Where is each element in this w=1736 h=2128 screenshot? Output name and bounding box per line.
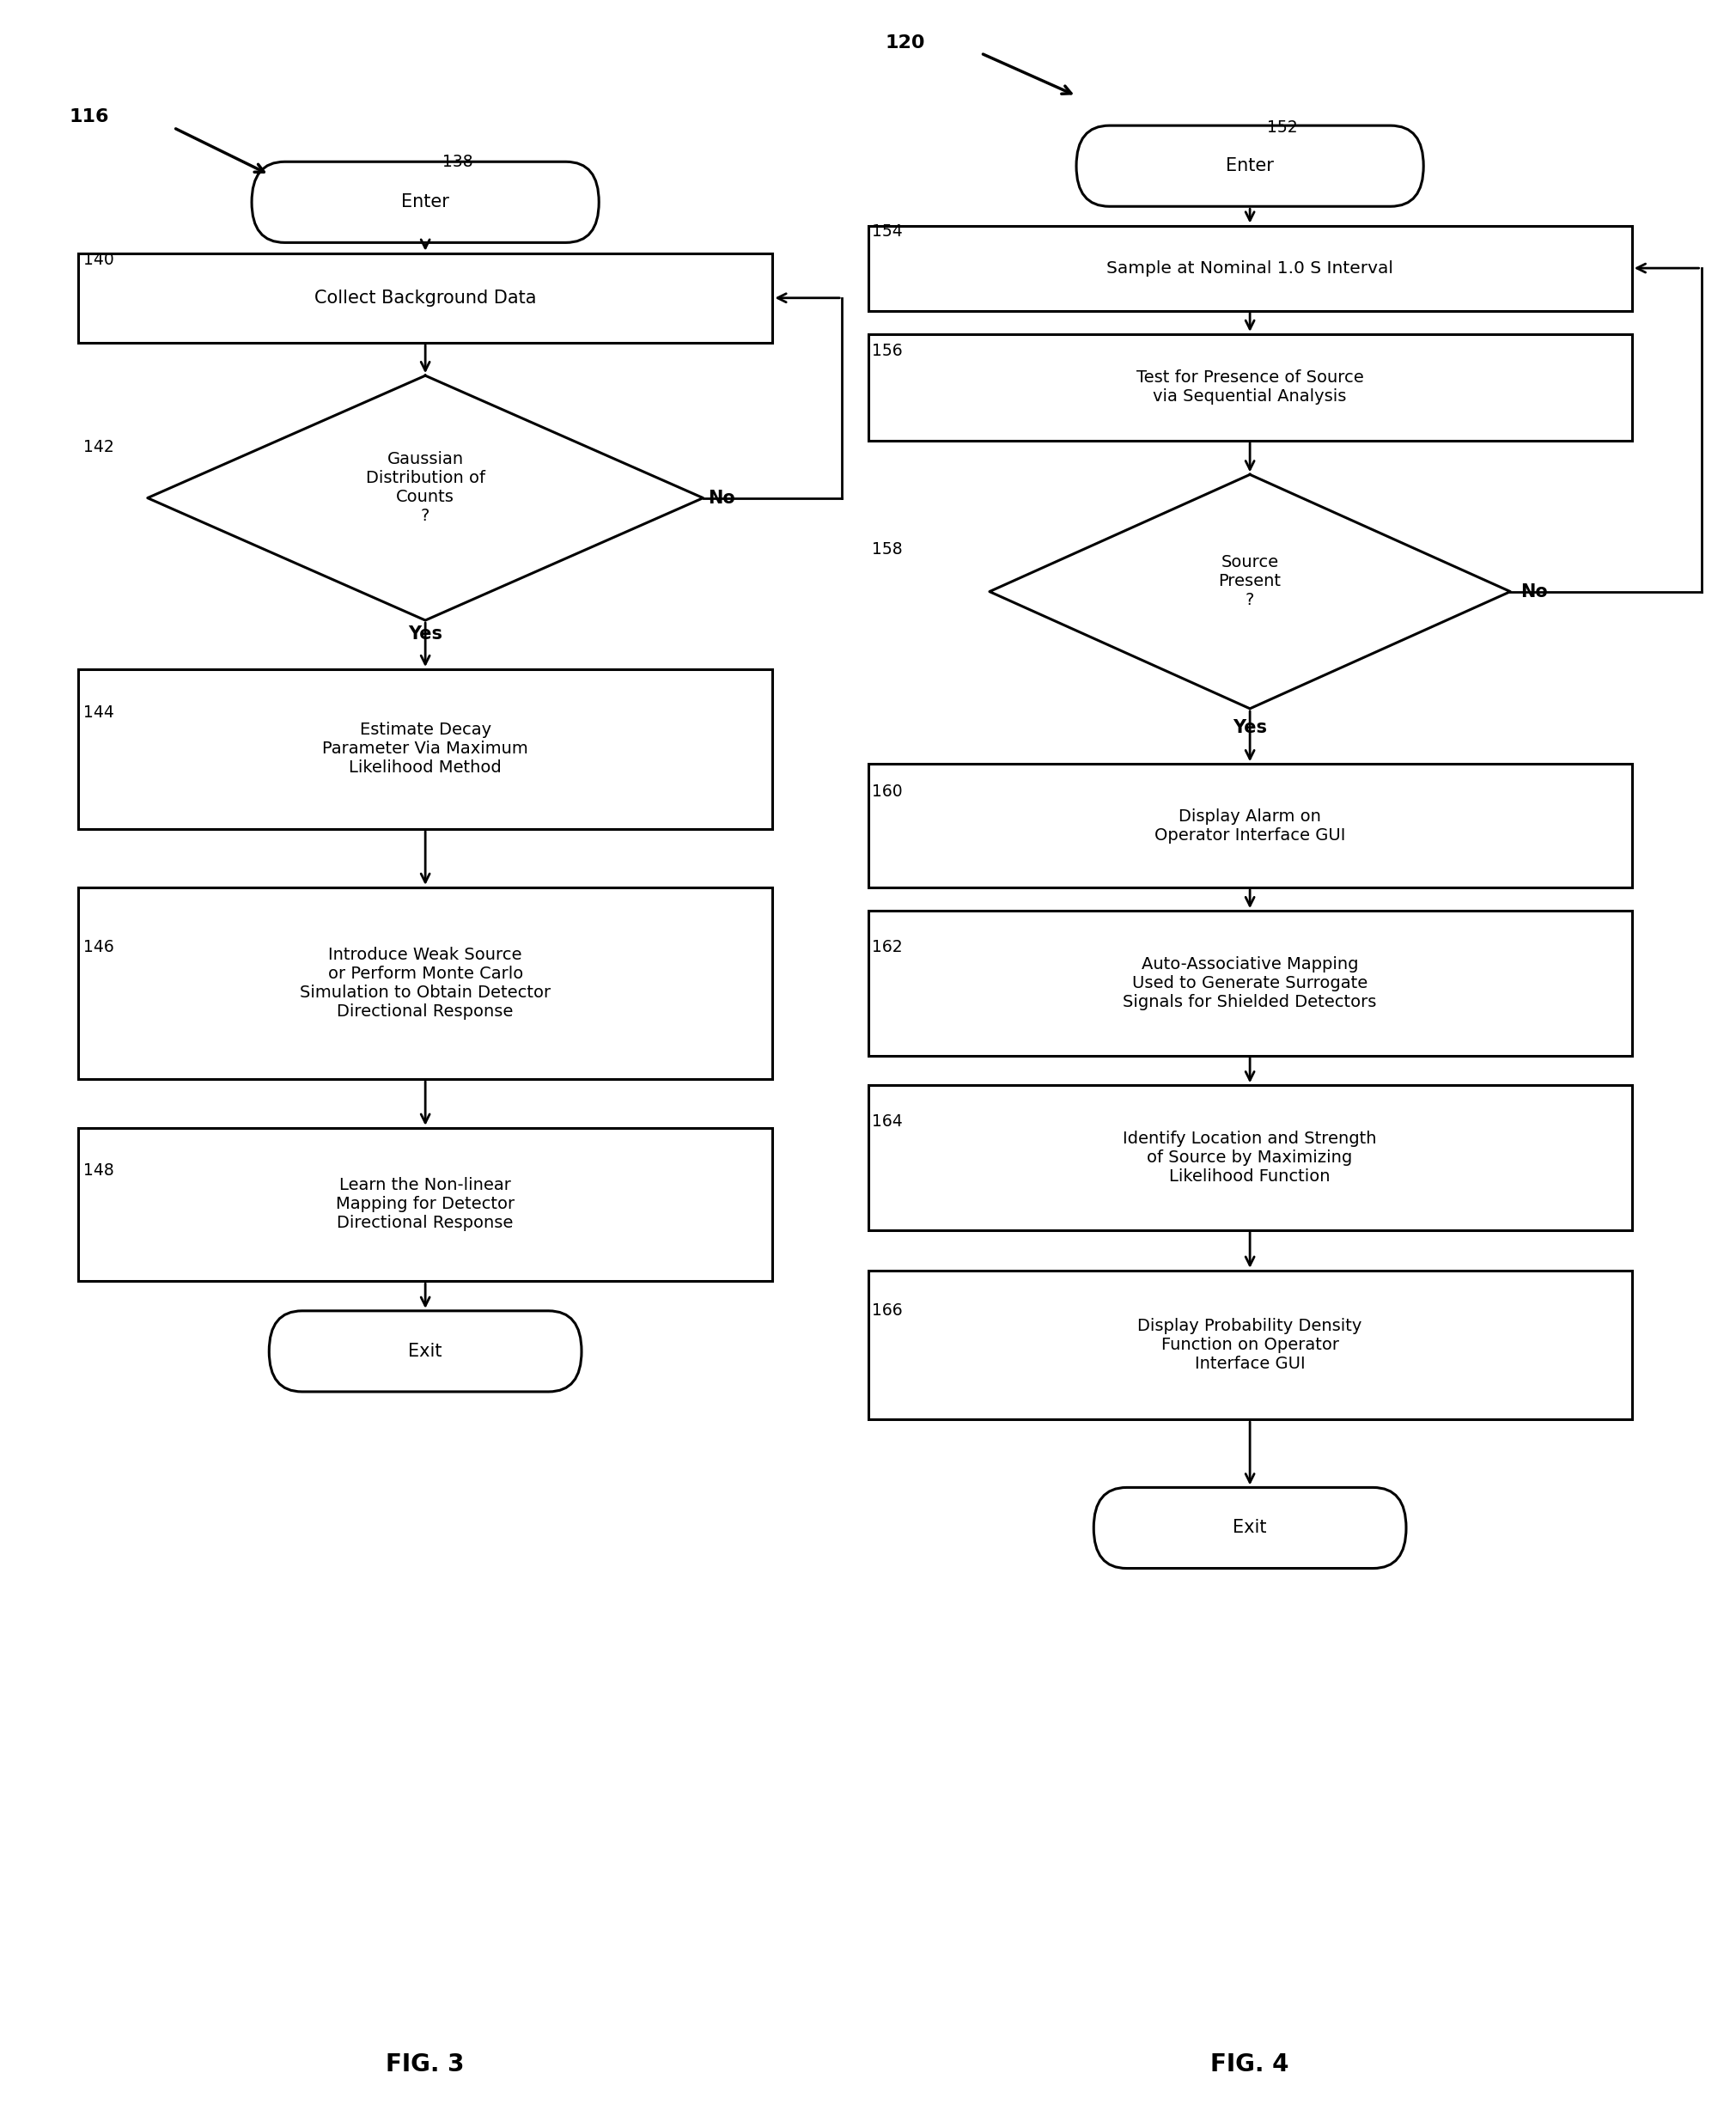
Bar — [78, 887, 773, 1079]
Bar — [868, 1085, 1632, 1230]
Bar — [868, 911, 1632, 1055]
Text: Sample at Nominal 1.0 S Interval: Sample at Nominal 1.0 S Interval — [1106, 260, 1394, 277]
Text: 144: 144 — [83, 704, 115, 721]
FancyBboxPatch shape — [252, 162, 599, 243]
Text: Display Alarm on
Operator Interface GUI: Display Alarm on Operator Interface GUI — [1154, 809, 1345, 843]
Text: Auto-Associative Mapping
Used to Generate Surrogate
Signals for Shielded Detecto: Auto-Associative Mapping Used to Generat… — [1123, 955, 1377, 1011]
Text: 120: 120 — [885, 34, 925, 51]
Text: 116: 116 — [69, 109, 109, 126]
Text: 154: 154 — [871, 223, 903, 240]
Text: 138: 138 — [443, 153, 474, 170]
Text: No: No — [708, 489, 736, 506]
Text: Yes: Yes — [408, 626, 443, 643]
Text: Gaussian
Distribution of
Counts
?: Gaussian Distribution of Counts ? — [366, 451, 484, 523]
Text: Exit: Exit — [408, 1343, 443, 1360]
Bar — [868, 1270, 1632, 1419]
Text: 152: 152 — [1267, 119, 1299, 136]
Text: Test for Presence of Source
via Sequential Analysis: Test for Presence of Source via Sequenti… — [1137, 370, 1363, 404]
Text: Introduce Weak Source
or Perform Monte Carlo
Simulation to Obtain Detector
Direc: Introduce Weak Source or Perform Monte C… — [300, 947, 550, 1019]
FancyBboxPatch shape — [269, 1311, 582, 1392]
Text: 150: 150 — [443, 1311, 474, 1328]
Text: 162: 162 — [871, 938, 903, 955]
Bar — [78, 253, 773, 343]
Text: 142: 142 — [83, 438, 115, 455]
Text: Collect Background Data: Collect Background Data — [314, 289, 536, 306]
Bar — [78, 668, 773, 828]
Text: Enter: Enter — [1226, 157, 1274, 174]
Text: Enter: Enter — [401, 194, 450, 211]
Text: 168: 168 — [1267, 1485, 1299, 1502]
Text: 146: 146 — [83, 938, 115, 955]
Text: 164: 164 — [871, 1113, 903, 1130]
Text: FIG. 4: FIG. 4 — [1210, 2051, 1290, 2077]
Text: 160: 160 — [871, 783, 903, 800]
Text: 166: 166 — [871, 1302, 903, 1319]
Text: Identify Location and Strength
of Source by Maximizing
Likelihood Function: Identify Location and Strength of Source… — [1123, 1130, 1377, 1185]
Bar — [868, 764, 1632, 887]
Text: No: No — [1521, 583, 1549, 600]
Text: Exit: Exit — [1233, 1519, 1267, 1536]
Text: 140: 140 — [83, 251, 115, 268]
Text: Yes: Yes — [1233, 719, 1267, 736]
Text: FIG. 3: FIG. 3 — [385, 2051, 465, 2077]
Text: Learn the Non-linear
Mapping for Detector
Directional Response: Learn the Non-linear Mapping for Detecto… — [337, 1177, 514, 1232]
Text: 148: 148 — [83, 1162, 115, 1179]
Text: Estimate Decay
Parameter Via Maximum
Likelihood Method: Estimate Decay Parameter Via Maximum Lik… — [323, 721, 528, 777]
Bar — [78, 1128, 773, 1281]
FancyBboxPatch shape — [1094, 1487, 1406, 1568]
Text: Display Probability Density
Function on Operator
Interface GUI: Display Probability Density Function on … — [1137, 1317, 1363, 1373]
Bar — [868, 226, 1632, 311]
Text: 156: 156 — [871, 343, 903, 360]
Text: 158: 158 — [871, 541, 903, 558]
Bar — [868, 334, 1632, 440]
Text: Source
Present
?: Source Present ? — [1219, 553, 1281, 609]
FancyBboxPatch shape — [1076, 126, 1424, 206]
